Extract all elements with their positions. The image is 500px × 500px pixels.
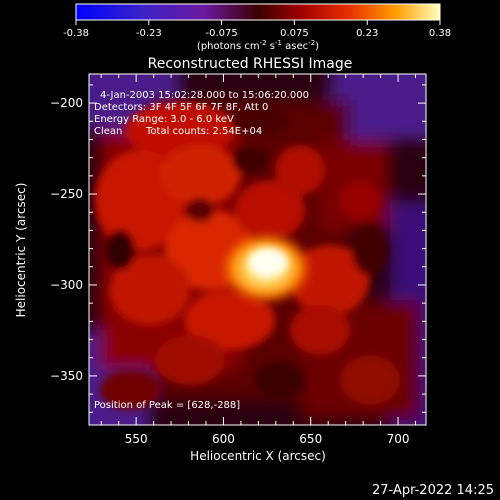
colorbar-tick-label: -0.38 bbox=[63, 28, 89, 39]
x-axis-label: Heliocentric X (arcsec) bbox=[190, 449, 326, 463]
colorbar-tick-label: 0.075 bbox=[280, 28, 309, 39]
colorbar-tick-label: 0.23 bbox=[356, 28, 378, 39]
y-tick-label: −250 bbox=[50, 187, 83, 201]
y-axis-label: Heliocentric Y (arcsec) bbox=[14, 183, 28, 318]
annotation-detectors: Detectors: 3F 4F 5F 6F 7F 8F, Att 0 bbox=[94, 102, 268, 113]
colorbar-tick-label: -0.23 bbox=[136, 28, 162, 39]
footer-timestamp: 27-Apr-2022 14:25 bbox=[372, 483, 494, 498]
x-tick-label: 600 bbox=[212, 432, 235, 446]
colorbar-unit: (photons cm-2 s-1 asec-2) bbox=[197, 39, 319, 52]
colorbar: -0.38 -0.23 -0.075 0.075 0.23 0.38 (photons c… bbox=[63, 3, 451, 52]
annotations: 4-Jan-2003 15:02:28.000 to 15:06:20.000 … bbox=[94, 90, 309, 411]
x-tick-label: 650 bbox=[299, 432, 322, 446]
x-tick-label: 550 bbox=[125, 432, 148, 446]
colorbar-tick-label: -0.075 bbox=[205, 28, 237, 39]
y-tick-label: −300 bbox=[50, 278, 83, 292]
y-tick-label: −200 bbox=[50, 96, 83, 110]
x-tick-label: 700 bbox=[387, 432, 410, 446]
annotation-counts: Total counts: 2.54E+04 bbox=[145, 126, 262, 137]
peak-label: Position of Peak = [628,-288] bbox=[94, 400, 240, 411]
annotation-time: 4-Jan-2003 15:02:28.000 to 15:06:20.000 bbox=[100, 90, 309, 101]
annotation-clean: Clean bbox=[94, 126, 122, 137]
image-area bbox=[89, 74, 426, 425]
peak-hotspot bbox=[218, 230, 314, 306]
colorbar-tick-label: 0.38 bbox=[429, 28, 451, 39]
annotation-energy: Energy Range: 3.0 - 6.0 keV bbox=[94, 114, 234, 125]
colorbar-ticks: -0.38 -0.23 -0.075 0.075 0.23 0.38 bbox=[63, 20, 451, 39]
chart-title: Reconstructed RHESSI Image bbox=[148, 56, 353, 72]
axes-ticks: 550 600 650 700 −200 −250 −300 −350 bbox=[50, 74, 426, 446]
y-tick-label: −350 bbox=[50, 369, 83, 383]
plot-frame bbox=[88, 73, 427, 426]
colorbar-gradient bbox=[75, 3, 441, 21]
